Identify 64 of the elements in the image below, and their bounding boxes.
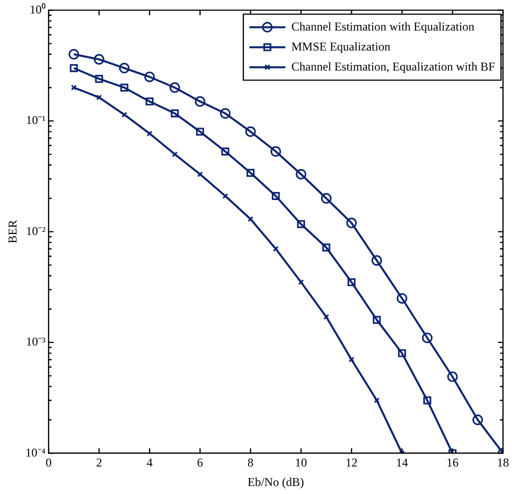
point [194, 96, 206, 107]
y-tick-label: 10⁻² [26, 224, 46, 238]
y-tick-label: 10⁻³ [26, 334, 46, 349]
point [220, 108, 231, 119]
point [196, 128, 204, 136]
point [245, 126, 256, 137]
point [246, 168, 255, 177]
point [170, 109, 179, 118]
y-tick-label: 10⁰ [30, 2, 46, 16]
point [121, 112, 128, 118]
legend-label: Channel Estimation, Equalization with BF [291, 59, 496, 74]
x-tick-label: 10 [295, 456, 308, 470]
x-axis-title: Eb/No (dB) [248, 474, 304, 489]
point [297, 220, 306, 228]
point [272, 246, 279, 252]
point [248, 216, 254, 222]
point [221, 148, 230, 156]
legend-label: MMSE Equalization [291, 39, 390, 54]
point [348, 356, 354, 363]
point [422, 332, 433, 344]
x-tick-label: 8 [248, 456, 254, 470]
point [197, 171, 203, 178]
legend-label: Channel Estimation with Equalization [291, 19, 474, 34]
point [348, 278, 356, 286]
y-axis-title: BER [5, 220, 20, 244]
point [296, 168, 306, 180]
point [144, 72, 155, 82]
point [70, 64, 78, 72]
point [272, 192, 280, 200]
point [146, 97, 154, 106]
x-tick-label: 14 [396, 456, 408, 470]
point [322, 244, 330, 252]
point [119, 62, 130, 74]
point [371, 255, 382, 266]
point [94, 54, 104, 65]
point [396, 293, 408, 304]
point [374, 397, 380, 404]
point [120, 84, 128, 92]
point [423, 396, 432, 404]
point [172, 151, 178, 158]
y-tick-label: 10⁻⁴ [25, 445, 46, 460]
point [323, 314, 330, 320]
point [96, 94, 102, 100]
point [170, 82, 180, 93]
point [222, 193, 228, 199]
point [320, 193, 332, 204]
point [68, 48, 80, 60]
x-tick-label: 2 [96, 456, 102, 470]
point [298, 279, 304, 286]
point [447, 371, 458, 382]
x-tick-label: 6 [197, 456, 204, 470]
x-tick-label: 18 [497, 456, 509, 470]
x-tick-label: 4 [146, 456, 153, 470]
point [372, 316, 381, 324]
x-tick-label: 0 [46, 456, 52, 470]
point [346, 218, 357, 228]
x-tick-label: 16 [446, 456, 459, 470]
point [270, 146, 282, 157]
point [95, 74, 104, 83]
point [146, 130, 152, 136]
point [398, 349, 406, 358]
y-tick-label: 10⁻¹ [26, 113, 46, 128]
x-tick-label: 12 [346, 456, 358, 470]
point [472, 414, 484, 426]
